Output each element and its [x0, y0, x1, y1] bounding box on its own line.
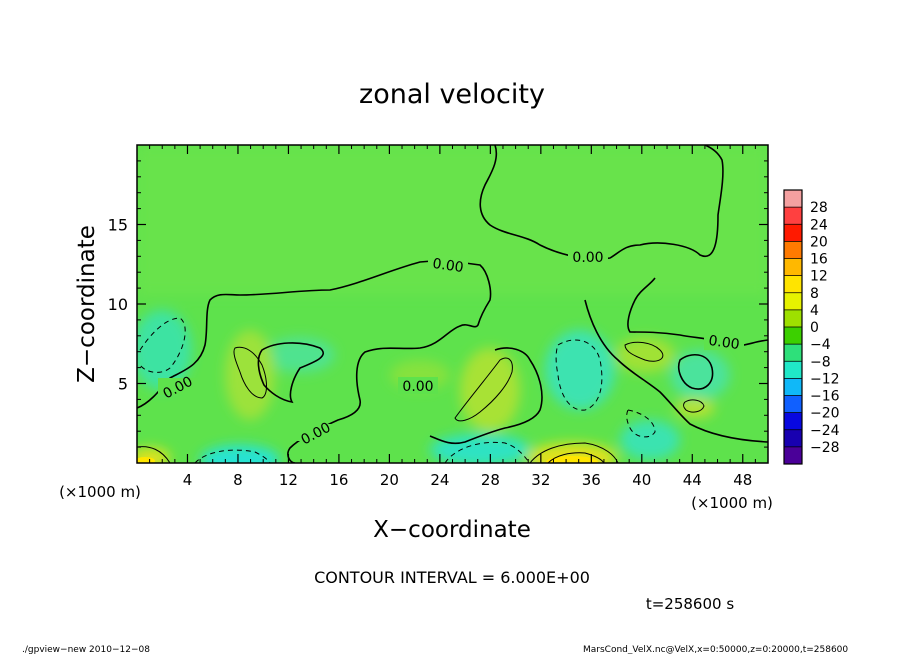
contour-zero-left-loop — [257, 342, 324, 404]
colorbar-label: 4 — [810, 303, 819, 319]
y-tick-label: 5 — [118, 375, 128, 394]
colorbar-label: −4 — [810, 337, 831, 353]
plot-area: 0.00 0.00 0.00 0.00 0.00 0.00 — [137, 145, 768, 463]
x-tick-label: 44 — [683, 471, 702, 489]
colorbar-segment — [784, 395, 802, 414]
colorbar-label: 12 — [810, 269, 828, 285]
contour-pos-bottom — [529, 442, 619, 463]
x-tick-label: 12 — [279, 471, 298, 489]
colorbar-label: 0 — [810, 320, 819, 336]
contour-pos-d — [683, 399, 705, 413]
x-tick-label: 8 — [233, 471, 243, 489]
x-tick-label: 40 — [632, 471, 651, 489]
colorbar-label: −24 — [810, 423, 840, 439]
colorbar-label: −20 — [810, 406, 840, 422]
time-label: t=258600 s — [646, 595, 734, 613]
contour-zero-lower-right — [584, 299, 768, 443]
x-tick-label: 36 — [582, 471, 601, 489]
contour-label: 0.00 — [431, 256, 464, 276]
colorbar-segment — [784, 275, 802, 294]
field-neg-bottom2 — [430, 434, 530, 463]
colorbar-label: 20 — [810, 234, 828, 250]
colorbar-label: 16 — [810, 252, 828, 268]
field-neg-bottom1 — [200, 445, 280, 463]
colorbar-segment — [784, 344, 802, 362]
contour-label: 0.00 — [572, 250, 603, 266]
x-tick-label: 48 — [733, 471, 752, 489]
y-axis: 5 10 15 — [108, 160, 768, 448]
field-neg-bottom3 — [620, 420, 680, 460]
field-neg-c — [670, 350, 730, 400]
field-neg-a — [265, 337, 335, 373]
footer-right-note: MarsCond_VelX.nc@VelX,x=0:50000,z=0:2000… — [583, 645, 848, 654]
y-axis-title: Z−coordinate — [74, 225, 100, 383]
colorbar-segment — [784, 224, 802, 242]
colorbar-label: −16 — [810, 389, 840, 405]
x-tick-label: 20 — [380, 471, 399, 489]
contour-neg-bottom-center — [444, 441, 531, 463]
colorbar-segment — [784, 241, 802, 259]
x-axis-title: X−coordinate — [373, 517, 531, 543]
contour-label: 0.00 — [402, 379, 433, 395]
contour-label: 0.00 — [707, 333, 740, 353]
x-tick-label: 4 — [183, 471, 193, 489]
contour-pos-a — [233, 346, 267, 399]
contour-zero-loop — [677, 353, 714, 390]
footer-left-note: ./gpview−new 2010−12−08 — [22, 645, 150, 654]
field-pos-b — [460, 348, 520, 432]
contour-neg-left — [139, 317, 186, 373]
contour-pos-bottom-inner — [547, 452, 605, 463]
x-unit-label-right: (×1000 m) — [691, 494, 773, 512]
colorbar-segment — [784, 361, 802, 379]
x-tick-label: 28 — [481, 471, 500, 489]
field-core-bottom — [546, 456, 598, 463]
y-tick-label: 10 — [108, 295, 128, 314]
chart-title: zonal velocity — [359, 79, 545, 110]
colorbar-segment — [784, 258, 802, 277]
contour-interval: CONTOUR INTERVAL = 6.000E+00 — [314, 568, 590, 587]
colorbar-segment — [784, 309, 802, 328]
colorbar-label: −8 — [810, 354, 831, 370]
x-tick-label: 32 — [531, 471, 550, 489]
x-tick-label: 16 — [329, 471, 348, 489]
contour-lines — [137, 145, 768, 463]
color-field — [137, 145, 768, 463]
colorbar-label: 8 — [810, 286, 819, 302]
contour-pos-c — [624, 341, 664, 362]
contour-neg-bottom-left — [194, 449, 271, 463]
x-tick-label: 24 — [430, 471, 449, 489]
colorbar-segment — [784, 190, 802, 208]
colorbar-segment — [784, 327, 802, 345]
colorbar-segment — [784, 429, 802, 448]
field-pos-d — [675, 398, 715, 418]
colorbar-segment — [784, 378, 802, 396]
colorbar-segment — [784, 207, 802, 225]
field-neg-b — [545, 330, 615, 410]
field-pos-a — [225, 330, 275, 420]
contour-zero-upper-right — [479, 145, 724, 260]
colorbar-label: −28 — [810, 440, 840, 456]
contour-neg-bottom-right — [626, 409, 656, 438]
contour-neg-center — [555, 339, 603, 411]
field-pos-c — [615, 337, 675, 373]
colorbar-label: 28 — [810, 200, 828, 216]
colorbar-label: 24 — [810, 217, 828, 233]
field-neg-left — [137, 310, 192, 390]
x-axis: 4 8 12 16 20 24 28 32 36 40 44 48 — [149, 145, 756, 489]
colorbar-segment — [784, 292, 802, 311]
colorbar-segment — [784, 412, 802, 431]
colorbar-label: −12 — [810, 371, 840, 387]
colorbar-segment — [784, 446, 802, 465]
contour-pos-b — [454, 357, 513, 422]
x-unit-label-left: (×1000 m) — [59, 483, 141, 501]
field-core-bottom-left — [137, 457, 155, 463]
y-tick-label: 15 — [108, 216, 128, 235]
contour-zero-main — [137, 260, 492, 463]
contour-zero-center — [429, 347, 543, 445]
